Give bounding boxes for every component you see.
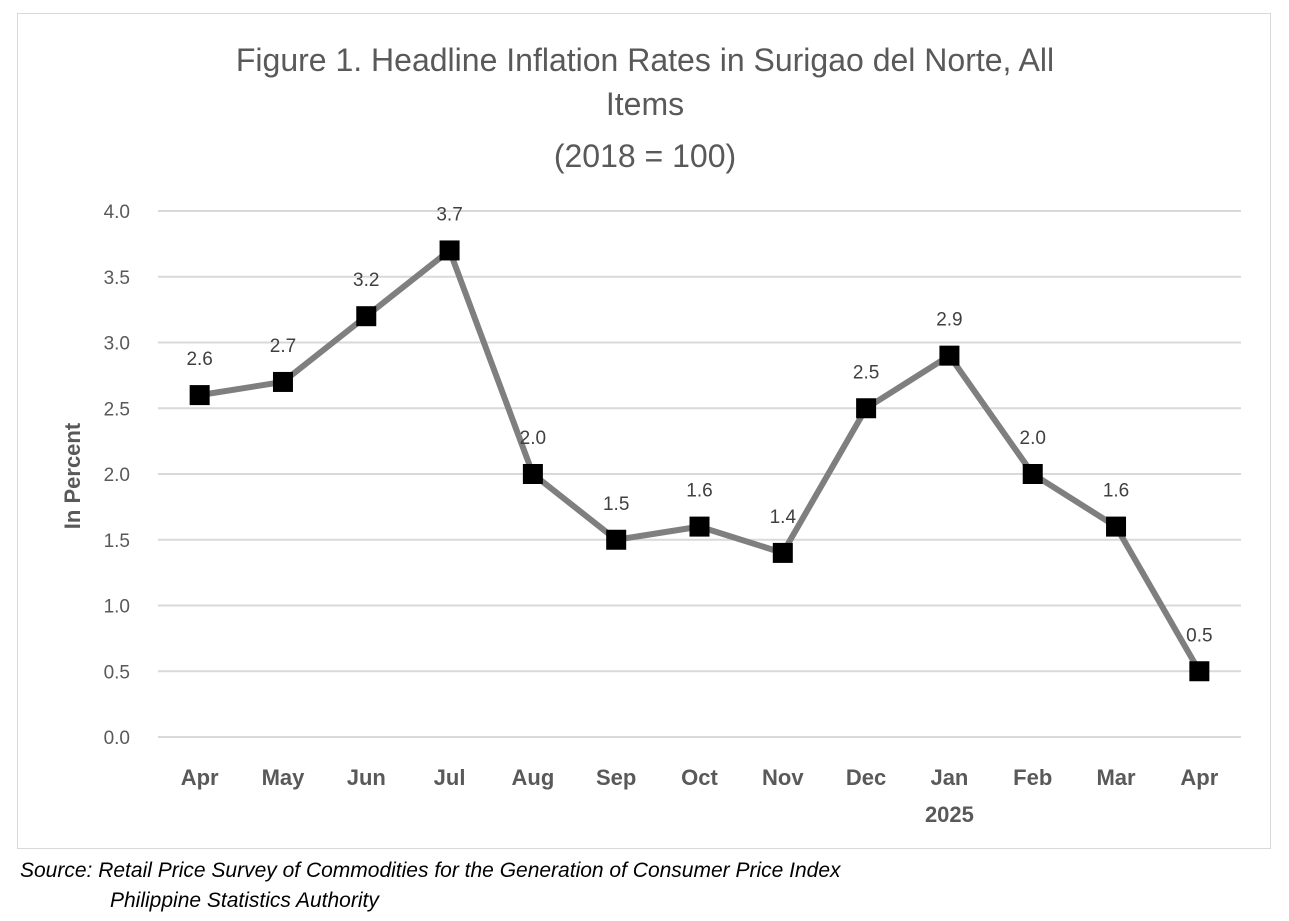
- data-label: 1.6: [1103, 481, 1129, 502]
- y-tick-label: 0.0: [104, 728, 130, 749]
- data-point-marker: [1022, 464, 1043, 484]
- data-point-marker: [856, 398, 877, 419]
- data-point-marker: [939, 345, 960, 366]
- data-point-marker: [189, 385, 210, 406]
- data-point-marker: [772, 542, 793, 563]
- data-point-marker: [522, 464, 543, 484]
- line-chart: Figure 1. Headline Inflation Rates in Su…: [60, 42, 1241, 827]
- source-line-1: Source: Retail Price Survey of Commoditi…: [20, 859, 841, 882]
- gridlines: [158, 210, 1241, 738]
- y-axis-label: In Percent: [60, 422, 85, 529]
- x-tick-label: Apr: [1180, 765, 1218, 790]
- y-tick-label: 2.0: [104, 465, 130, 486]
- y-tick-label: 1.5: [104, 531, 130, 552]
- data-point-marker: [272, 371, 293, 392]
- y-axis-ticks: 0.0 0.5 1.0 1.5 2.0 2.5 3.0 3.5 4.0: [104, 202, 130, 749]
- data-label: 2.7: [270, 336, 296, 357]
- data-point-marker: [1106, 516, 1127, 537]
- series-line-group: [199, 247, 1202, 673]
- series-markers: [189, 240, 1210, 682]
- chart-title-line-1: Figure 1. Headline Inflation Rates in Su…: [236, 42, 1054, 78]
- data-point-marker: [1189, 661, 1210, 682]
- y-tick-label: 3.5: [104, 268, 130, 289]
- x-tick-label: Mar: [1096, 765, 1136, 790]
- source-note: Source: Retail Price Survey of Commoditi…: [20, 856, 841, 916]
- y-tick-label: 4.0: [104, 202, 130, 223]
- x-tick-label: Nov: [762, 765, 804, 790]
- data-label: 2.0: [520, 428, 546, 449]
- x-tick-label: Sep: [596, 765, 636, 790]
- data-point-marker: [606, 529, 627, 550]
- data-label: 3.2: [353, 270, 379, 291]
- x-tick-label: Jun: [347, 765, 386, 790]
- x-tick-label: Apr: [181, 765, 219, 790]
- chart-title-line-2: Items: [606, 86, 684, 122]
- data-point-marker: [689, 516, 710, 537]
- data-label: 1.6: [686, 481, 712, 502]
- data-point-marker: [356, 306, 377, 327]
- x-tick-label: Oct: [681, 765, 718, 790]
- x-axis-ticks: Apr May Jun Jul Aug Sep Oct Nov Dec Jan Feb Mar Apr 2…: [181, 765, 1219, 827]
- x-year-label: 2025: [925, 802, 974, 827]
- x-tick-label: Aug: [512, 765, 555, 790]
- x-tick-label: Jul: [434, 765, 466, 790]
- data-label: 1.5: [603, 494, 629, 515]
- y-tick-label: 3.0: [104, 334, 130, 355]
- chart-frame: Figure 1. Headline Inflation Rates in Su…: [17, 13, 1271, 849]
- data-label: 2.5: [853, 362, 879, 383]
- source-line-2: Philippine Statistics Authority: [110, 889, 379, 912]
- y-tick-label: 1.0: [104, 597, 130, 618]
- data-point-marker: [439, 240, 460, 261]
- x-tick-label: Feb: [1013, 765, 1052, 790]
- x-tick-label: May: [262, 765, 306, 790]
- data-label: 3.7: [436, 204, 462, 225]
- data-label: 2.9: [936, 310, 962, 331]
- x-tick-label: Jan: [930, 765, 968, 790]
- data-label: 2.6: [186, 349, 212, 370]
- data-label: 2.0: [1020, 428, 1046, 449]
- x-tick-label: Dec: [846, 765, 886, 790]
- data-labels: 2.6 2.7 3.2 3.7 2.0 1.5 1.6 1.4 2.5 2.9 2.0 1.6 0.5: [186, 204, 1212, 646]
- y-tick-label: 2.5: [104, 399, 130, 420]
- series-line: [199, 247, 1202, 673]
- chart-title-line-3: (2018 = 100): [554, 138, 736, 174]
- data-label: 1.4: [770, 507, 797, 528]
- data-label: 0.5: [1186, 625, 1212, 646]
- y-tick-label: 0.5: [104, 662, 130, 683]
